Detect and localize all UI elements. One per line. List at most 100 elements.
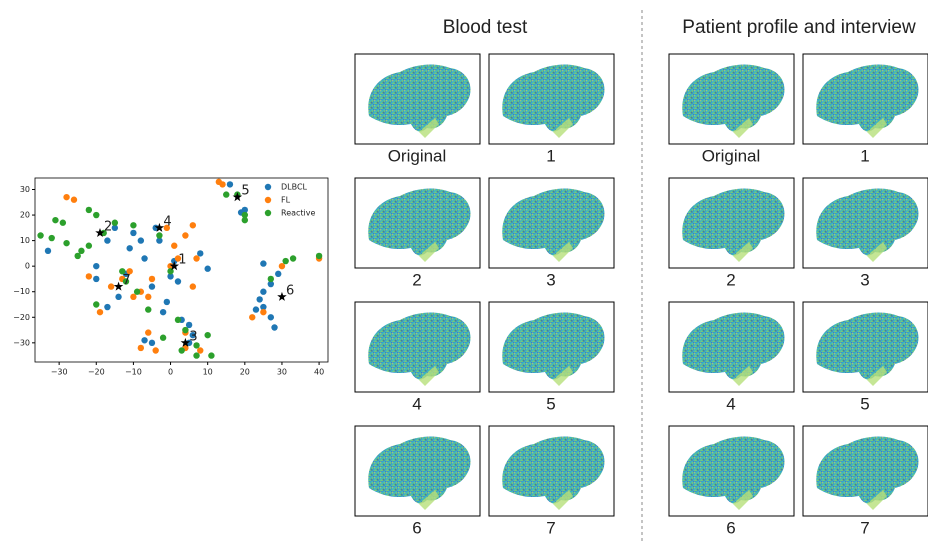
x-tick-label: 20 [240, 368, 250, 377]
point [316, 253, 322, 259]
point [208, 352, 214, 358]
x-tick-label: 30 [277, 368, 287, 377]
legend-label: FL [281, 196, 291, 205]
plot-frame [35, 178, 328, 362]
point [141, 255, 147, 261]
panel-title: Blood test [443, 17, 528, 38]
star-label: 3 [189, 329, 197, 344]
star-label: 4 [163, 214, 171, 229]
star-label: 2 [104, 219, 112, 234]
point [175, 317, 181, 323]
point [149, 283, 155, 289]
point [242, 212, 248, 218]
x-tick-label: 10 [203, 368, 213, 377]
thumbnail-caption: 6 [726, 518, 735, 537]
legend-marker [265, 184, 271, 190]
point [160, 309, 166, 315]
x-tick-label: −30 [51, 368, 68, 377]
point [149, 276, 155, 282]
point [175, 278, 181, 284]
point [93, 263, 99, 269]
point [197, 347, 203, 353]
y-tick-label: −20 [13, 313, 30, 322]
thumbnail-caption: 7 [860, 518, 869, 537]
point [145, 329, 151, 335]
thumbnail-caption: 3 [860, 270, 869, 289]
point [190, 283, 196, 289]
point [130, 222, 136, 228]
x-tick-label: 40 [314, 368, 324, 377]
legend-marker [265, 210, 271, 216]
y-tick-label: 30 [20, 185, 30, 194]
point [268, 276, 274, 282]
point [145, 306, 151, 312]
point [63, 194, 69, 200]
point [271, 324, 277, 330]
thumbnail-caption: Original [388, 146, 447, 165]
point [93, 212, 99, 218]
point [171, 243, 177, 249]
thumbnail-caption: 7 [546, 518, 555, 537]
point [93, 301, 99, 307]
point [75, 253, 81, 259]
point [149, 340, 155, 346]
point [112, 220, 118, 226]
thumbnail-caption: 2 [412, 270, 421, 289]
point [256, 296, 262, 302]
point [138, 237, 144, 243]
point [253, 306, 259, 312]
point [37, 232, 43, 238]
y-tick-label: 10 [20, 236, 30, 245]
point [141, 337, 147, 343]
y-tick-label: −30 [13, 338, 30, 347]
y-tick-label: 20 [20, 211, 30, 220]
point [145, 294, 151, 300]
point [275, 271, 281, 277]
point [279, 263, 285, 269]
point [126, 245, 132, 251]
thumbnail-caption: 1 [546, 146, 555, 165]
point [60, 220, 66, 226]
point [52, 217, 58, 223]
figure: −30−20−10010203040−30−20−100102030123456… [0, 0, 928, 541]
point [134, 289, 140, 295]
x-tick-label: −10 [125, 368, 142, 377]
point [86, 207, 92, 213]
x-tick-label: 0 [168, 368, 173, 377]
thumbnail-caption: 3 [546, 270, 555, 289]
thumbnail-caption: Original [702, 146, 761, 165]
point [86, 273, 92, 279]
point [186, 322, 192, 328]
point [156, 232, 162, 238]
point [260, 309, 266, 315]
legend-marker [265, 197, 271, 203]
star-label: 6 [286, 283, 294, 298]
thumbnail-caption: 4 [726, 394, 735, 413]
point [197, 250, 203, 256]
point [130, 230, 136, 236]
thumbnail-caption: 5 [860, 394, 869, 413]
point [63, 240, 69, 246]
point [182, 232, 188, 238]
point [204, 332, 210, 338]
thumbnail-caption: 5 [546, 394, 555, 413]
point [160, 335, 166, 341]
legend-label: DLBCL [281, 183, 308, 192]
point [249, 314, 255, 320]
point [104, 304, 110, 310]
point [290, 255, 296, 261]
panel-title: Patient profile and interview [682, 17, 916, 38]
point [190, 222, 196, 228]
point [138, 345, 144, 351]
point [71, 197, 77, 203]
point [268, 314, 274, 320]
point [193, 255, 199, 261]
star-label: 1 [178, 253, 186, 268]
point [182, 327, 188, 333]
x-tick-label: −20 [88, 368, 105, 377]
point [115, 294, 121, 300]
point [223, 191, 229, 197]
point [260, 260, 266, 266]
star-label: 7 [123, 273, 131, 288]
legend-label: Reactive [281, 209, 316, 218]
